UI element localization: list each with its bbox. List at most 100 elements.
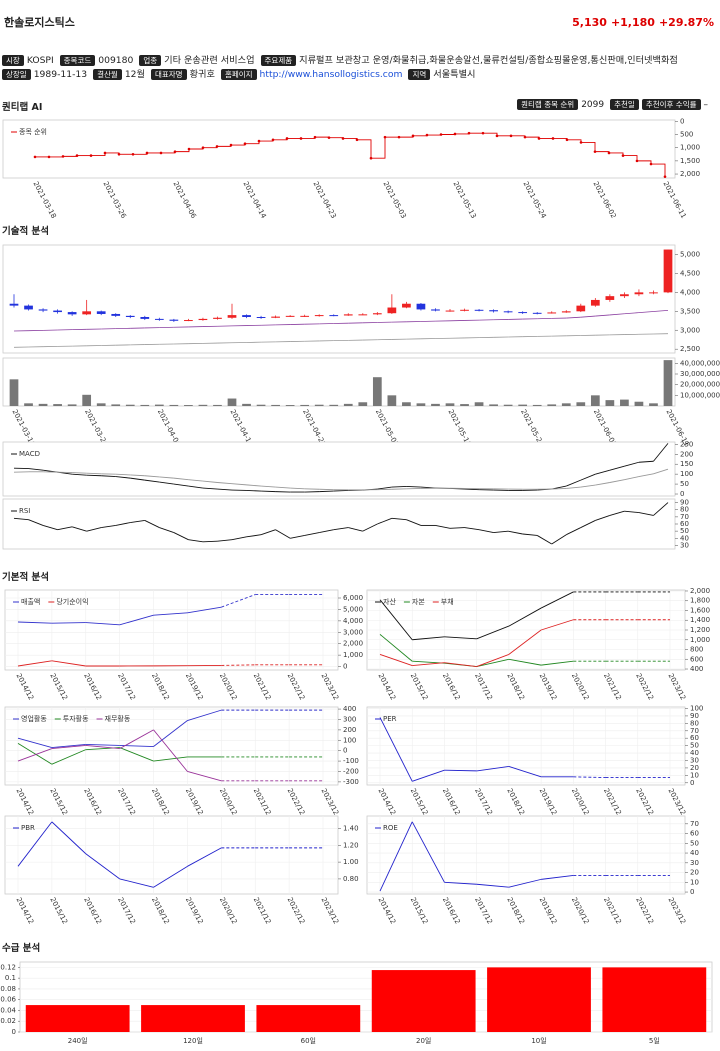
bar (227, 398, 237, 406)
y-tick-label: 150 (680, 460, 693, 468)
line-segment (412, 636, 445, 641)
candle-body (547, 312, 557, 314)
x-tick-label: 2021-05-24 (521, 180, 547, 220)
line-segment (623, 155, 638, 161)
line-segment (476, 658, 509, 668)
point (551, 137, 555, 140)
line-segment (217, 539, 233, 542)
line-segment (411, 821, 445, 883)
line-segment (444, 881, 477, 885)
line-segment (508, 658, 542, 666)
line-segment (173, 532, 189, 541)
y-tick-label: 1,600 (690, 606, 710, 614)
line-segment (624, 461, 640, 467)
line-segment (478, 529, 494, 534)
candle-body (140, 317, 150, 319)
y-tick-label: 10,000,000 (680, 391, 720, 399)
candle-body (358, 314, 368, 316)
point (495, 134, 499, 138)
info-link[interactable]: http://www.hansollogistics.com (259, 69, 403, 80)
line-segment (246, 484, 262, 487)
bar (489, 404, 498, 406)
line-segment (187, 847, 222, 867)
line-segment (540, 619, 574, 631)
candle-body (213, 317, 222, 319)
y-tick-label: 300 (343, 715, 356, 723)
bar (67, 404, 77, 406)
y-tick-label: 0 (690, 779, 694, 787)
x-tick-label: 2017/12 (473, 672, 494, 701)
line-segment (187, 709, 222, 721)
line-segment (119, 614, 154, 626)
point (159, 151, 163, 155)
legend-label: 재무활동 (105, 714, 131, 723)
x-tick-label: 2016/12 (82, 896, 103, 925)
ai-badge-value: 2099 (581, 100, 605, 110)
bar (96, 403, 106, 406)
x-tick-label: 2014/12 (14, 787, 35, 816)
line-segment (362, 523, 378, 532)
info-label: 시장 (2, 55, 24, 66)
line-segment (476, 765, 509, 772)
line-segment (653, 309, 669, 312)
line-segment (540, 591, 574, 609)
y-tick-label: 2,000 (680, 170, 700, 178)
y-tick-label: 50 (690, 742, 699, 750)
line-segment (406, 519, 422, 526)
line-segment (130, 474, 145, 477)
line-segment (566, 479, 581, 487)
candle-body (242, 315, 251, 317)
bar (532, 404, 542, 406)
x-tick-label: 2014/12 (376, 787, 397, 816)
bar (387, 395, 397, 406)
point (243, 142, 247, 146)
line-segment (144, 520, 160, 528)
candle-body (38, 309, 48, 311)
x-tick-label: 2023/12 (319, 896, 340, 925)
x-tick-label: 2021-05-13 (451, 180, 477, 220)
y-tick-label: 400 (690, 665, 703, 673)
y-tick-label: 4,500 (680, 269, 700, 277)
y-tick-label: -200 (343, 767, 359, 775)
line-segment (85, 743, 120, 746)
line-segment (119, 729, 154, 749)
line-segment (391, 486, 407, 488)
bar (590, 395, 600, 406)
x-tick-label: 2022/12 (286, 896, 307, 925)
bar (256, 404, 266, 406)
line-segment (624, 476, 640, 481)
bar (169, 404, 179, 406)
line-segment (653, 443, 669, 462)
line-segment (333, 489, 349, 492)
line-segment (476, 653, 510, 668)
x-tick-label: 2021-03-18 (31, 180, 57, 220)
line-segment (231, 536, 247, 541)
point (453, 132, 457, 136)
point (439, 133, 443, 136)
legend-label: PER (383, 715, 397, 723)
candle-body (67, 312, 77, 315)
bar (242, 403, 251, 406)
x-tick-label: 2015/12 (48, 896, 69, 925)
x-tick-label: 2021-05-03 (381, 180, 407, 220)
line-segment (493, 530, 509, 534)
x-tick-label: 10일 (531, 1036, 546, 1045)
bar (300, 404, 310, 406)
candle-body (518, 312, 528, 314)
x-tick-label: 2021/12 (252, 896, 273, 925)
y-tick-label: 1,400 (690, 616, 710, 624)
chart-frame (4, 589, 339, 671)
ai-badge-value: – (703, 100, 709, 110)
x-tick-label: 2021-04-23 (311, 180, 337, 220)
line-segment (115, 476, 131, 479)
line-segment (153, 756, 188, 762)
line-segment (653, 468, 669, 475)
bar (256, 1005, 361, 1032)
line-segment (379, 634, 413, 662)
point (33, 155, 37, 159)
candle-body (402, 303, 411, 308)
line-segment (261, 490, 276, 493)
candle-body (605, 296, 615, 300)
y-tick-label: 0.1 (5, 974, 16, 982)
point (621, 154, 625, 157)
